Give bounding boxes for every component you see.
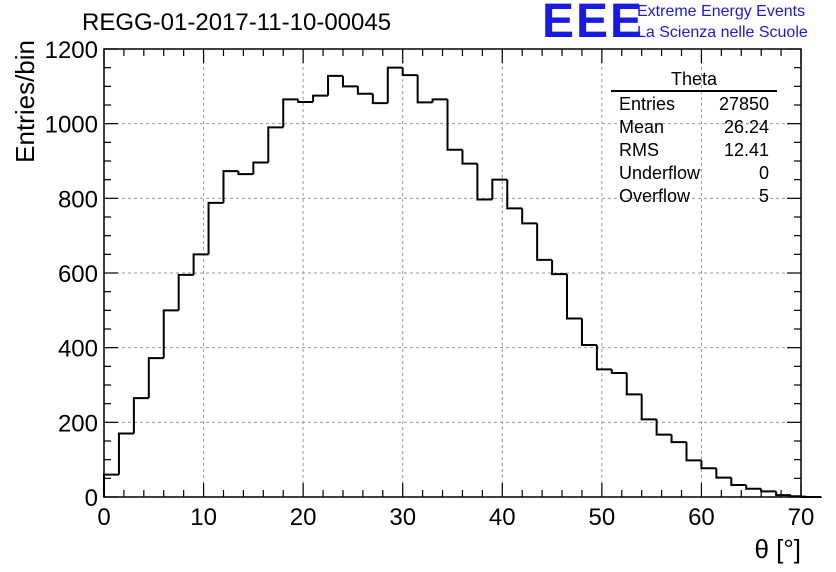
run-title: REGG-01-2017-11-10-00045 [82, 9, 392, 36]
x-axis-label: θ [°] [754, 534, 801, 564]
histogram-bin [536, 223, 553, 261]
stats-label: Mean [619, 117, 665, 137]
stats-row-overflow: Overflow 5 [611, 184, 777, 207]
histogram-bin [775, 491, 792, 497]
histogram-bin [297, 99, 314, 104]
y-tick-label: 800 [58, 186, 98, 213]
histogram-bin [446, 99, 463, 151]
histogram-bin [730, 477, 747, 487]
stats-row-underflow: Underflow 0 [611, 161, 777, 184]
histogram-bin [327, 74, 343, 96]
histogram-bin [491, 178, 508, 200]
y-tick-label: 1200 [45, 37, 98, 64]
logo-line-1: Extreme Energy Events [637, 3, 806, 20]
y-tick-label: 400 [58, 336, 98, 363]
histogram-bin [192, 253, 209, 275]
histogram-bin [506, 179, 523, 210]
histogram-bin [640, 394, 657, 421]
histogram-bin [595, 345, 612, 371]
stats-value: 12.41 [723, 140, 769, 160]
histogram-bin [267, 126, 284, 163]
x-tick-label: 0 [97, 504, 110, 531]
x-tick-label: 30 [389, 504, 416, 531]
logo-mark: EEE [542, 0, 645, 48]
y-tick-label: 600 [58, 261, 98, 288]
histogram-bin [580, 318, 597, 347]
histogram-bin [566, 274, 582, 320]
stats-label: RMS [619, 140, 659, 160]
histogram-bin [237, 171, 254, 176]
histogram-bin [177, 273, 194, 311]
histogram-bin [222, 170, 239, 203]
stats-row-rms: RMS 12.41 [611, 138, 777, 161]
histogram-bin [790, 495, 801, 498]
stats-value: 0 [758, 163, 769, 183]
stats-row-mean: Mean 26.24 [611, 115, 777, 138]
x-tick-label: 60 [688, 504, 715, 531]
x-tick-label: 10 [190, 504, 217, 531]
stats-label: Entries [619, 94, 676, 114]
histogram-series [103, 66, 822, 498]
grid-lines [104, 49, 801, 497]
x-tick-label: 20 [290, 504, 317, 531]
histogram-bin [132, 397, 149, 434]
histogram-bin [700, 460, 717, 470]
histogram-bin [386, 66, 403, 104]
stats-title: Theta [611, 68, 777, 92]
histogram-bin [207, 201, 224, 255]
y-axis-label: Entries/bin [10, 40, 40, 163]
histogram-bin [282, 98, 299, 128]
histogram-bin [521, 208, 538, 225]
histogram-bin [670, 434, 687, 444]
histogram-bin [252, 161, 269, 175]
histogram-bin [117, 432, 134, 475]
histogram-bin [745, 485, 762, 490]
histogram-bin [625, 373, 642, 396]
histogram-bin [685, 442, 702, 462]
histogram-bin [461, 149, 478, 165]
y-tick-label: 200 [58, 410, 98, 437]
histogram-bin [162, 309, 179, 359]
histogram-bin [312, 94, 329, 103]
stats-label: Underflow [619, 163, 701, 183]
y-tick-label: 1000 [45, 112, 98, 139]
histogram-bin [147, 357, 164, 399]
histogram-bin [356, 86, 373, 95]
histogram-bin [760, 488, 777, 493]
x-tick-label: 50 [589, 504, 616, 531]
stats-label: Overflow [619, 186, 691, 206]
histogram-bin [610, 369, 627, 375]
histogram-bin [371, 93, 388, 105]
stats-box: Theta Entries 27850 Mean 26.24 RMS 12.41… [611, 68, 777, 207]
logo-line-2: La Scienza nelle Scuole [637, 24, 808, 41]
histogram-bin [655, 419, 672, 436]
axis-ticks [103, 48, 802, 498]
x-tick-label: 40 [489, 504, 516, 531]
histogram-bin [551, 259, 568, 276]
histogram-bin [715, 468, 732, 479]
stats-value: 5 [758, 186, 769, 206]
eee-logo: EEE Extreme Energy Events La Scienza nel… [542, 0, 836, 48]
histogram-bin [431, 98, 448, 103]
histogram-bin [401, 67, 418, 77]
stats-value: 27850 [718, 94, 769, 114]
stats-row-entries: Entries 27850 [611, 92, 777, 115]
histogram-bin [341, 75, 358, 88]
x-tick-label: 70 [788, 504, 815, 531]
histogram-bin [416, 75, 433, 104]
y-tick-label: 0 [85, 485, 98, 512]
histogram-bin [476, 163, 493, 201]
stats-value: 26.24 [723, 117, 769, 137]
